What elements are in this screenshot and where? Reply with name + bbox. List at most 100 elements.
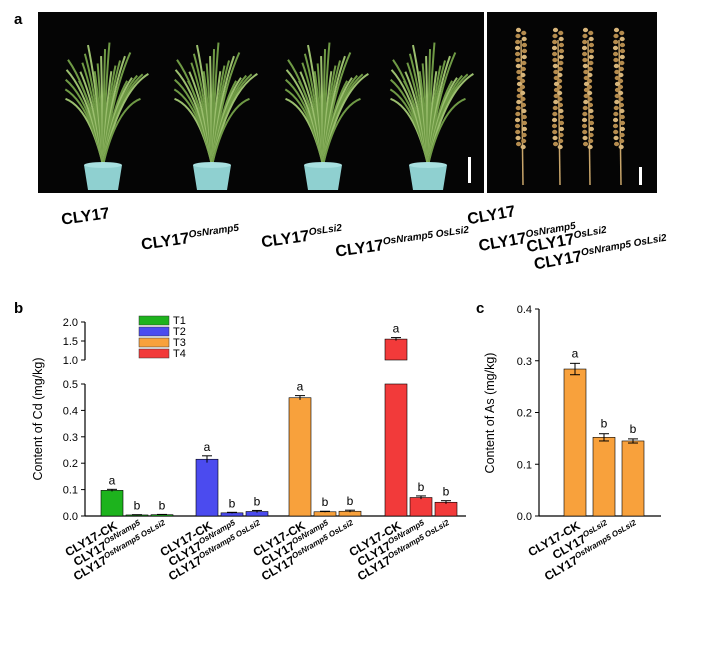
grain xyxy=(514,117,521,123)
panel-b-letter: b xyxy=(14,300,23,317)
grain xyxy=(516,93,522,99)
legend-swatch xyxy=(138,337,170,348)
grain xyxy=(557,66,563,72)
grain xyxy=(516,69,522,75)
y-tick-label: 0.3 xyxy=(517,356,532,368)
grain xyxy=(514,45,521,51)
grain xyxy=(521,108,527,114)
grain xyxy=(614,87,621,93)
grain xyxy=(588,132,594,138)
pot-rim xyxy=(304,162,342,168)
grain xyxy=(588,30,594,36)
grain xyxy=(588,114,594,120)
grain xyxy=(520,66,526,72)
grain xyxy=(588,48,595,54)
grain xyxy=(582,39,588,45)
grain xyxy=(619,126,626,132)
grain xyxy=(558,60,564,66)
plant-label-4: CLY17OsNramp5 OsLsi2 xyxy=(334,225,471,261)
y-tick-label: 0.5 xyxy=(63,379,78,391)
grain xyxy=(588,60,594,66)
grain xyxy=(557,90,563,96)
grain xyxy=(613,33,619,39)
grain xyxy=(551,117,558,123)
grain xyxy=(612,117,619,123)
panicle-stem xyxy=(587,39,591,186)
grain xyxy=(582,57,588,63)
plant-label-1-base: CLY17 xyxy=(60,205,110,229)
leaf xyxy=(322,97,361,166)
bar xyxy=(384,383,408,517)
panicle-stem xyxy=(557,39,561,186)
pot-rim xyxy=(409,162,447,168)
plant-4 xyxy=(389,42,474,190)
grain xyxy=(521,42,528,48)
grain xyxy=(619,120,626,126)
bar xyxy=(409,497,433,517)
grain xyxy=(614,93,620,99)
grain xyxy=(557,96,563,102)
legend-swatch xyxy=(138,326,170,337)
bar xyxy=(621,440,645,517)
panicle-labels: CLY17CLY17OsNramp5CLY17OsLsi2CLY17OsNram… xyxy=(466,203,668,273)
grain xyxy=(520,102,527,108)
grain xyxy=(587,144,593,150)
grain xyxy=(613,105,619,111)
significance-letter: a xyxy=(204,440,211,454)
grain xyxy=(618,96,624,102)
grain xyxy=(521,36,527,42)
grain xyxy=(521,60,527,66)
grain xyxy=(552,57,558,63)
grain xyxy=(515,33,521,39)
significance-letter: b xyxy=(443,485,450,499)
legend-label: T4 xyxy=(173,348,186,360)
grain xyxy=(521,54,527,60)
grain xyxy=(581,45,588,51)
grain xyxy=(583,93,589,99)
grain xyxy=(558,108,564,114)
plant-label-3-sup: OsLsi2 xyxy=(308,223,343,239)
grain xyxy=(558,126,565,132)
panicle-3 xyxy=(581,27,595,186)
legend-label: T3 xyxy=(173,337,186,349)
grain xyxy=(617,84,624,90)
grain xyxy=(515,63,521,69)
grain xyxy=(618,78,624,84)
panicle-label-1-base: CLY17 xyxy=(466,203,517,228)
grain xyxy=(553,93,559,99)
grain xyxy=(613,63,619,69)
grain xyxy=(557,78,563,84)
grain xyxy=(583,87,590,93)
grain xyxy=(514,51,521,57)
panicle-4 xyxy=(612,27,626,186)
plant-label-3: CLY17OsLsi2 xyxy=(260,223,344,252)
pot xyxy=(304,165,342,190)
y-tick-label: 0.4 xyxy=(517,304,532,316)
grain xyxy=(514,123,521,129)
significance-letter: a xyxy=(109,473,116,487)
plant-label-2: CLY17OsNramp5 xyxy=(140,223,241,254)
grain xyxy=(515,105,521,111)
bar xyxy=(100,490,124,517)
significance-letter: b xyxy=(418,480,425,494)
panicle-1 xyxy=(514,27,528,186)
leaf xyxy=(211,97,250,166)
grain xyxy=(619,138,625,144)
grain xyxy=(558,36,564,42)
plant-label-4-base: CLY17 xyxy=(334,237,384,261)
grain xyxy=(558,54,564,60)
grain xyxy=(619,108,625,114)
significance-letter: b xyxy=(630,422,637,436)
grain xyxy=(582,27,589,33)
grain xyxy=(582,135,588,141)
y-tick-label: 1.5 xyxy=(63,336,78,348)
significance-letter: b xyxy=(159,498,166,512)
grain xyxy=(614,69,620,75)
grain xyxy=(583,75,589,81)
grain xyxy=(516,81,523,87)
grain xyxy=(619,36,625,42)
significance-letter: b xyxy=(322,495,329,509)
legend-swatch xyxy=(138,315,170,326)
significance-letter: b xyxy=(347,494,354,508)
y-axis-title: Content of As (mg/kg) xyxy=(483,353,497,474)
